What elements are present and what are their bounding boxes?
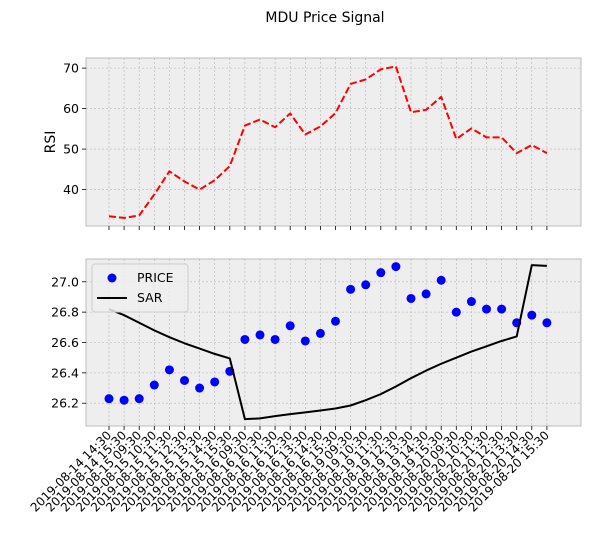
price-point: [542, 318, 552, 328]
y-tick-label: 40: [63, 182, 79, 197]
price-point: [180, 375, 189, 385]
price-point: [406, 293, 416, 303]
rsi-axis-label: RSI: [43, 131, 59, 154]
price-point: [300, 336, 310, 346]
rsi-panel: 40 50 60 70 RSI: [43, 57, 582, 230]
price-point: [346, 284, 356, 294]
price-point: [391, 262, 401, 272]
price-point: [482, 304, 491, 314]
price-point: [104, 394, 114, 404]
y-tick-label: 27.0: [51, 274, 79, 289]
price-point: [119, 395, 129, 405]
legend-label-price: PRICE: [137, 270, 174, 285]
price-point: [149, 380, 159, 390]
price-point: [331, 316, 340, 326]
price-point: [195, 383, 205, 393]
y-tick-label: 60: [63, 101, 79, 116]
price-point: [451, 307, 461, 317]
price-point: [240, 334, 250, 344]
price-point: [376, 268, 386, 278]
y-tick-label: 26.8: [51, 305, 79, 320]
legend: PRICE SAR: [91, 263, 189, 313]
price-point: [466, 297, 476, 307]
price-point: [285, 321, 295, 331]
price-point: [164, 365, 174, 375]
price-point: [270, 334, 280, 344]
price-point: [436, 275, 446, 285]
price-point: [315, 328, 325, 338]
price-point: [134, 394, 144, 404]
y-tick-label: 50: [63, 142, 79, 157]
y-tick-label: 70: [63, 61, 79, 76]
y-tick-label: 26.6: [51, 335, 79, 350]
rsi-plot-area: [85, 57, 582, 227]
legend-label-sar: SAR: [137, 290, 163, 305]
price-point: [361, 280, 371, 290]
price-point: [527, 310, 537, 320]
y-tick-label: 26.4: [51, 365, 79, 380]
price-point: [421, 289, 431, 299]
chart-title: MDU Price Signal: [265, 10, 384, 26]
price-point: [255, 330, 265, 340]
y-tick-label: 26.2: [51, 396, 79, 411]
sar-line: [108, 264, 547, 421]
price-panel: 26.226.426.626.827.0 2019-08-14 14:30201…: [28, 258, 582, 515]
legend-marker-price: [107, 273, 117, 283]
price-point: [497, 304, 507, 314]
price-point: [210, 377, 220, 387]
